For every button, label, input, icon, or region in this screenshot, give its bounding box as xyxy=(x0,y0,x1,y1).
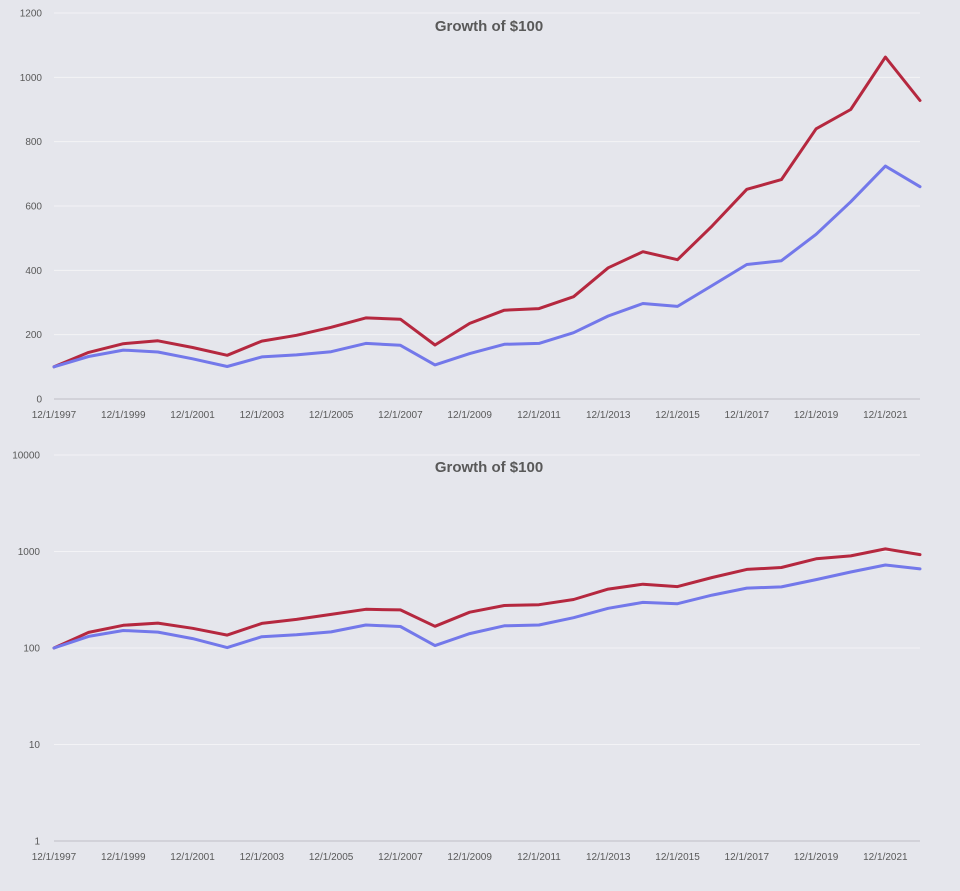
x-tick-label: 12/1/1997 xyxy=(32,410,77,421)
x-tick-label: 12/1/2013 xyxy=(586,410,631,421)
y-tick-label: 400 xyxy=(25,266,42,277)
x-tick-label: 12/1/2017 xyxy=(725,852,770,863)
y-tick-label: 10000 xyxy=(12,451,40,462)
x-tick-label: 12/1/2007 xyxy=(378,410,423,421)
x-tick-label: 12/1/2003 xyxy=(240,410,285,421)
x-tick-label: 12/1/2009 xyxy=(447,852,492,863)
chart-title: Growth of $100 xyxy=(435,459,543,476)
chart-title: Growth of $100 xyxy=(435,18,543,35)
x-tick-label: 12/1/2015 xyxy=(655,410,700,421)
x-tick-label: 12/1/2011 xyxy=(517,852,561,863)
y-tick-label: 600 xyxy=(25,202,42,213)
x-tick-label: 12/1/2007 xyxy=(378,852,423,863)
x-tick-label: 12/1/2021 xyxy=(863,852,908,863)
y-tick-label: 100 xyxy=(23,644,40,655)
x-tick-label: 12/1/2021 xyxy=(863,410,908,421)
y-tick-label: 1200 xyxy=(20,9,43,20)
x-tick-label: 12/1/2001 xyxy=(170,410,215,421)
x-tick-label: 12/1/2005 xyxy=(309,852,354,863)
x-tick-label: 12/1/2011 xyxy=(517,410,561,421)
series-line-blue xyxy=(52,563,922,650)
x-tick-label: 12/1/2019 xyxy=(794,410,839,421)
x-tick-label: 12/1/2009 xyxy=(447,410,492,421)
y-tick-label: 1000 xyxy=(20,73,43,84)
y-tick-label: 200 xyxy=(25,330,42,341)
chart-2: 1 10 100 1000 10000 12/1/1997 12/1/1999 12/1/20… xyxy=(12,451,922,863)
series-line-red xyxy=(52,55,922,369)
x-tick-label: 12/1/1999 xyxy=(101,410,146,421)
chart-1: 0 200 400 600 800 1000 1200 12/1/1997 12/1/1999 1… xyxy=(20,9,922,421)
x-tick-label: 12/1/2019 xyxy=(794,852,839,863)
x-tick-label: 12/1/1997 xyxy=(32,852,77,863)
y-tick-label: 10 xyxy=(29,740,41,751)
series-line-red xyxy=(52,547,922,650)
y-tick-label: 1 xyxy=(34,837,40,848)
x-tick-label: 12/1/2017 xyxy=(725,410,770,421)
x-tick-label: 12/1/2005 xyxy=(309,410,354,421)
x-tick-label: 12/1/2015 xyxy=(655,852,700,863)
x-tick-label: 12/1/2003 xyxy=(240,852,285,863)
x-tick-label: 12/1/1999 xyxy=(101,852,146,863)
y-tick-label: 0 xyxy=(36,395,42,406)
x-tick-label: 12/1/2001 xyxy=(170,852,215,863)
x-tick-label: 12/1/2013 xyxy=(586,852,631,863)
y-tick-label: 1000 xyxy=(18,547,41,558)
y-tick-label: 800 xyxy=(25,137,42,148)
series-line-blue xyxy=(52,164,922,369)
